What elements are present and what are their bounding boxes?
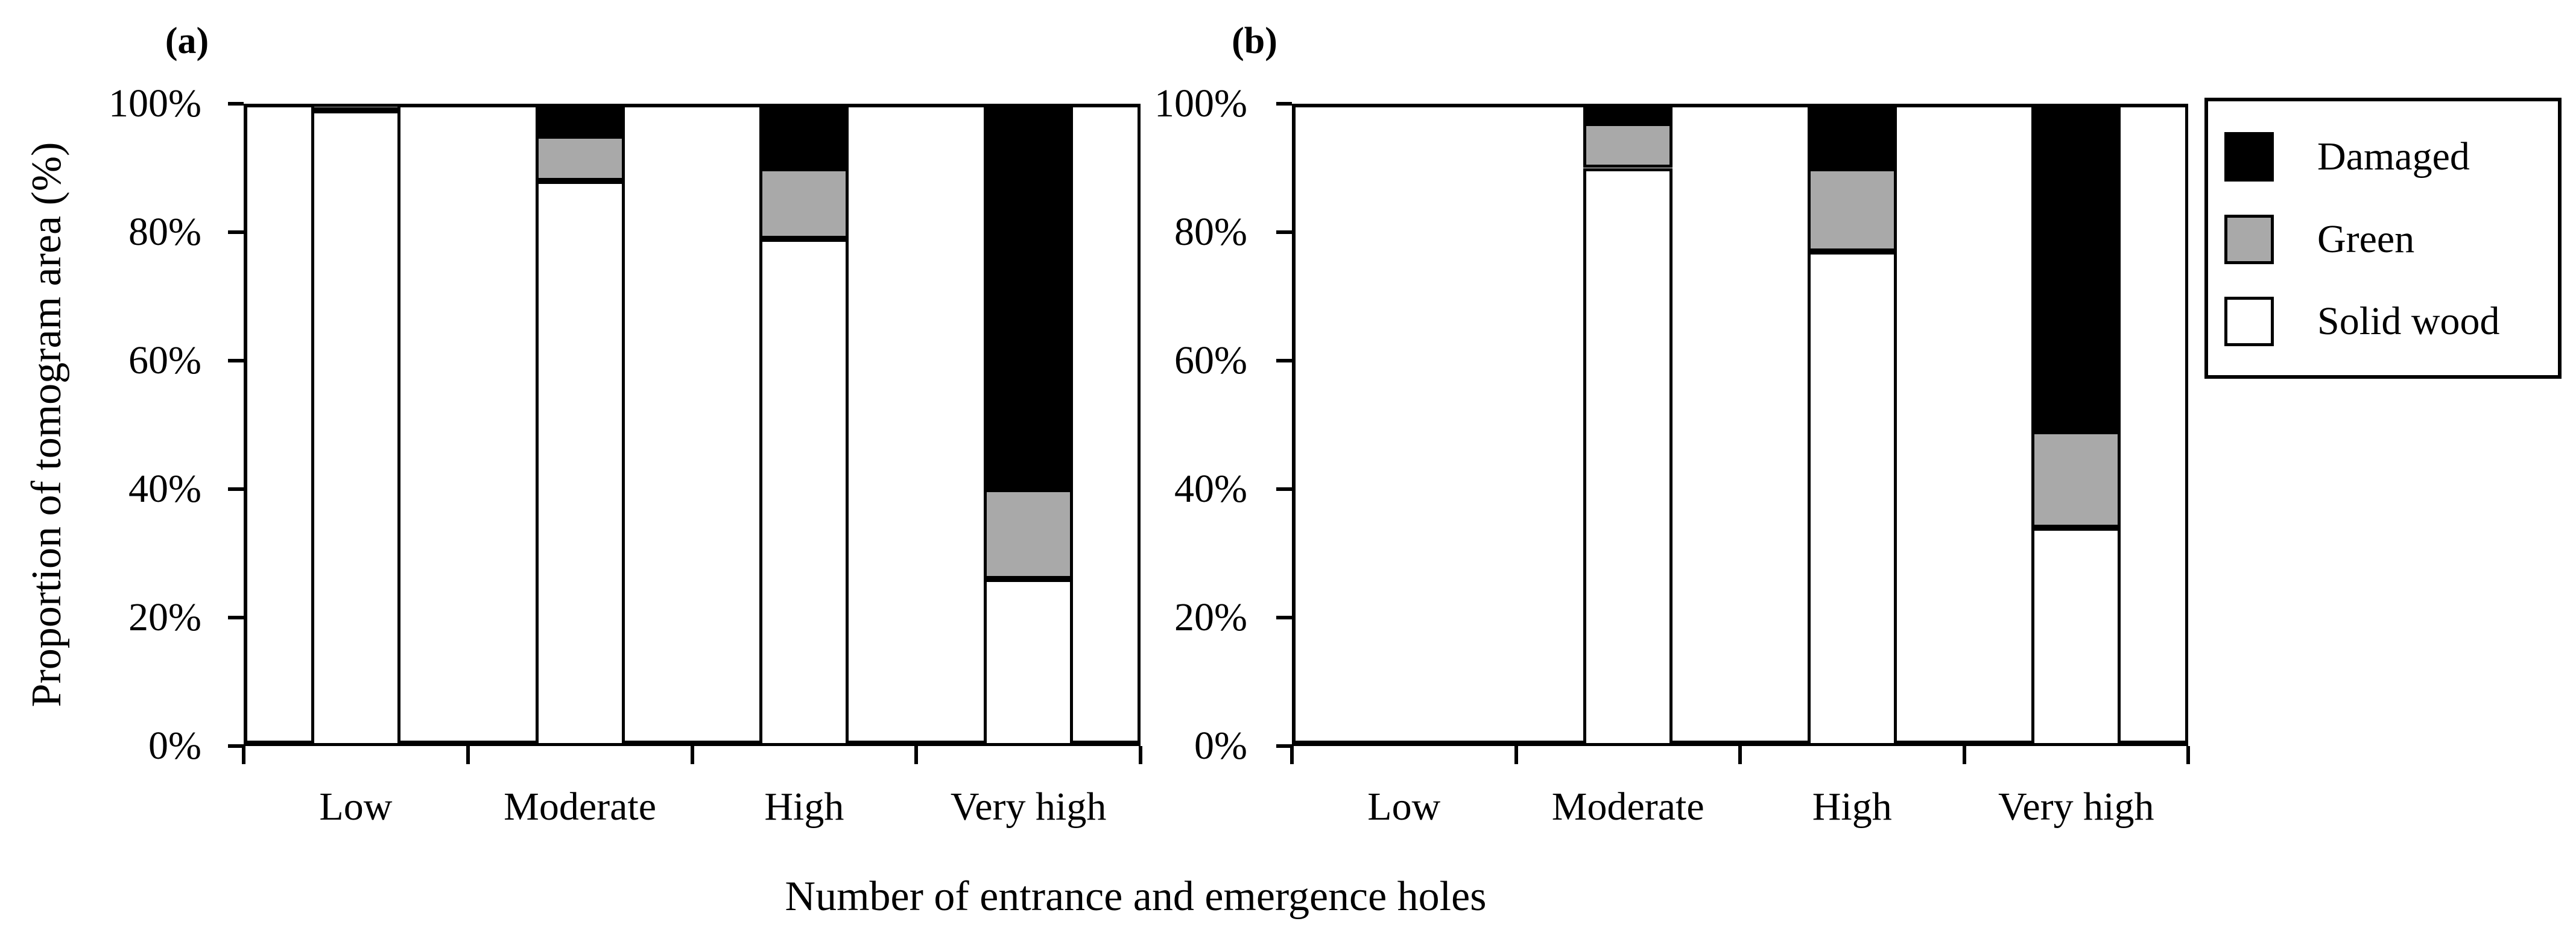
plot-frame xyxy=(1292,104,2188,746)
bar-segment-green xyxy=(2031,431,2121,528)
bar-segment-damaged xyxy=(535,104,625,136)
x-axis-tick xyxy=(466,746,470,764)
x-axis-category-label: Low xyxy=(319,785,393,829)
bar-segment-solid_wood xyxy=(311,110,400,746)
bar-segment-green xyxy=(1583,122,1673,168)
bar-segment-solid_wood xyxy=(984,579,1074,746)
x-axis-category-label: Very high xyxy=(1998,785,2154,829)
y-axis-tick xyxy=(228,230,244,234)
y-axis-tick-label: 0% xyxy=(1194,724,1247,768)
bar-segment-damaged xyxy=(1807,104,1897,168)
bar-segment-green xyxy=(535,136,625,181)
legend-label: Solid wood xyxy=(2317,299,2500,343)
y-axis-tick-label: 0% xyxy=(148,724,201,768)
x-axis-tick xyxy=(242,746,245,764)
y-axis-tick-label: 60% xyxy=(128,338,201,382)
y-axis-tick xyxy=(1276,102,1292,106)
bar-segment-green xyxy=(311,104,400,110)
x-axis-category-label: Moderate xyxy=(504,785,657,829)
y-axis-tick xyxy=(1276,359,1292,362)
legend-swatch-solid_wood xyxy=(2224,297,2274,346)
x-axis-tick xyxy=(914,746,919,764)
y-axis-tick xyxy=(228,102,244,106)
x-axis-category-label: High xyxy=(764,785,844,829)
bar-segment-solid_wood xyxy=(759,238,849,746)
bar-segment-damaged xyxy=(984,104,1074,489)
x-axis-tick xyxy=(1514,746,1518,764)
x-axis-tick xyxy=(1290,746,1294,764)
legend-swatch-damaged xyxy=(2224,132,2274,182)
bar-segment-solid_wood xyxy=(1807,251,1897,746)
bar-segment-green xyxy=(759,168,849,239)
panel-label: (b) xyxy=(1232,21,1277,62)
y-axis-tick-label: 60% xyxy=(1174,338,1247,382)
y-axis-tick-label: 100% xyxy=(109,81,201,125)
bar-segment-damaged xyxy=(1583,104,1673,123)
y-axis-tick xyxy=(1276,744,1292,748)
y-axis-tick-label: 40% xyxy=(1174,467,1247,511)
x-axis-category-label: Low xyxy=(1367,785,1441,829)
panel-label: (a) xyxy=(165,21,209,62)
bar-segment-damaged xyxy=(2031,104,2121,432)
y-axis-tick-label: 20% xyxy=(128,595,201,639)
x-axis-tick xyxy=(2186,746,2190,764)
y-axis-tick xyxy=(1276,230,1292,234)
bar-segment-solid_wood xyxy=(535,180,625,746)
y-axis-tick-label: 80% xyxy=(128,210,201,254)
y-axis-tick xyxy=(228,616,244,619)
x-axis-category-label: Very high xyxy=(950,785,1107,829)
y-axis-tick xyxy=(1276,616,1292,619)
bar-segment-solid_wood xyxy=(1583,168,1673,746)
x-axis-category-label: Moderate xyxy=(1551,785,1704,829)
x-axis-tick xyxy=(1962,746,1966,764)
bar-segment-solid_wood xyxy=(2031,527,2121,746)
bar-segment-green xyxy=(1807,168,1897,251)
y-axis-tick-label: 80% xyxy=(1174,210,1247,254)
bar-segment-green xyxy=(984,489,1074,580)
y-axis-tick xyxy=(1276,487,1292,491)
x-axis-title: Number of entrance and emergence holes xyxy=(785,873,1487,920)
x-axis-tick xyxy=(690,746,694,764)
x-axis-tick xyxy=(1738,746,1742,764)
legend-label: Green xyxy=(2317,217,2415,261)
x-axis-tick xyxy=(1139,746,1142,764)
y-axis-tick xyxy=(228,487,244,491)
y-axis-tick xyxy=(228,744,244,748)
plot-frame xyxy=(244,104,1141,746)
legend-swatch-green xyxy=(2224,215,2274,264)
y-axis-tick-label: 20% xyxy=(1174,595,1247,639)
y-axis-tick-label: 100% xyxy=(1154,81,1247,125)
x-axis-category-label: High xyxy=(1812,785,1892,829)
bar-segment-damaged xyxy=(759,104,849,168)
y-axis-tick xyxy=(228,359,244,362)
y-axis-tick-label: 40% xyxy=(128,467,201,511)
legend-label: Damaged xyxy=(2317,134,2470,179)
